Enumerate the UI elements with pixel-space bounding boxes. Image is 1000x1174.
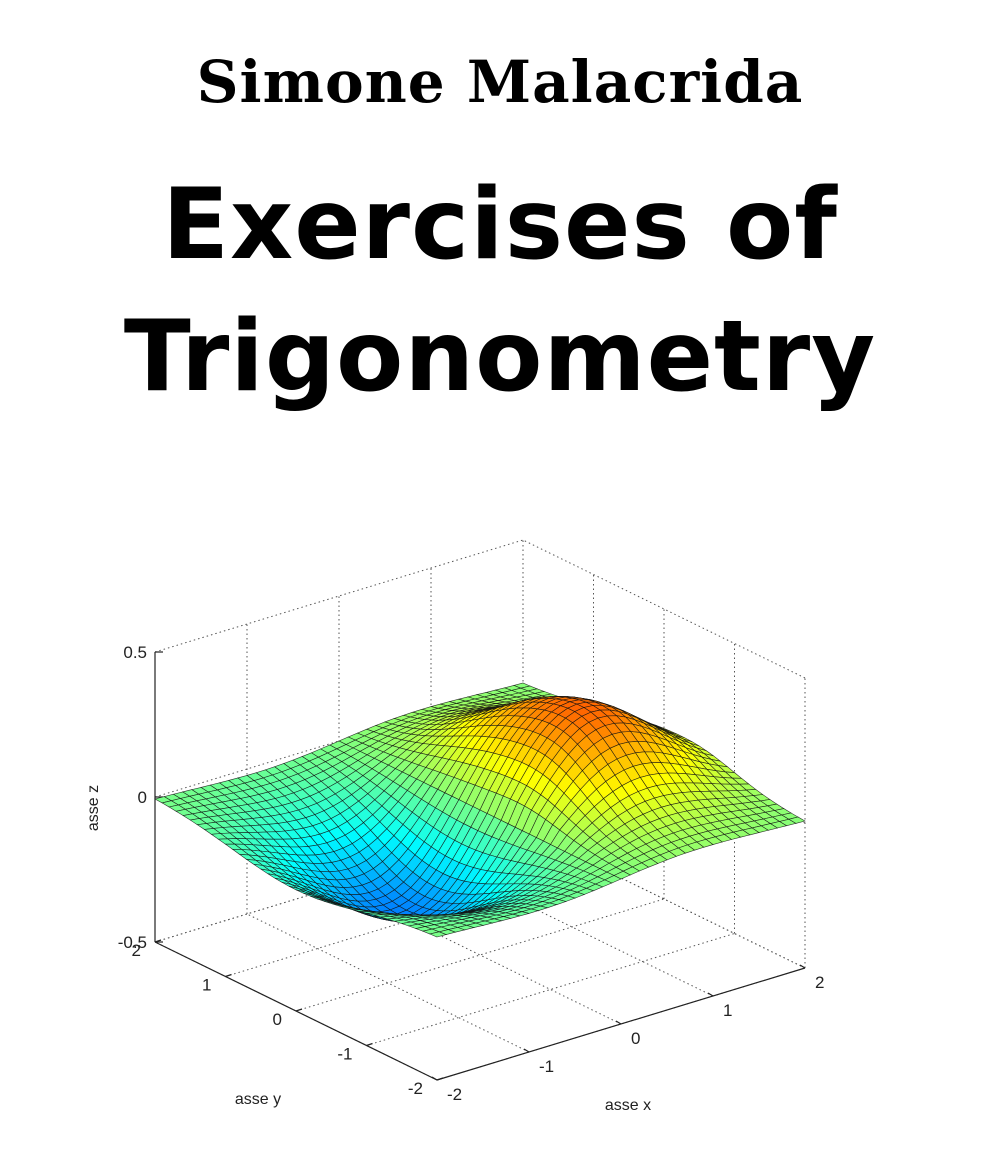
x-tick-label: -1 [539,1057,554,1076]
floor-gridline [366,933,735,1046]
x-tick-label: 0 [631,1029,640,1048]
wall-gridline [154,539,524,653]
y-tick-label: -1 [337,1045,352,1064]
x-tick-mark [615,1020,622,1025]
z-tick-label: -0.5 [118,933,147,952]
y-tick-label: 0 [273,1010,282,1029]
x-tick-mark [523,1048,530,1053]
book-title-line-1: Exercises of [162,168,838,282]
x-tick-mark [707,992,714,997]
surface-mesh [154,682,806,938]
plot-labels: -0.5 0 0.5 -2 -1 0 1 2 -2 -1 0 1 2 asse z asse y asse x [85,643,824,1114]
y-tick-mark [295,1008,303,1012]
z-axis-label: asse z [85,785,102,831]
surface-facet [428,931,448,938]
wall-gridline [522,539,806,679]
floor-gridline [246,913,530,1053]
y-tick-mark [154,939,162,943]
x-tick-mark [431,1076,438,1081]
author-name: Simone Malacrida [196,48,804,116]
x-tick-mark [799,964,806,969]
plot-axes [154,651,806,1081]
y-tick-mark [366,1042,373,1047]
y-tick-mark [225,973,232,978]
x-tick-label: 2 [815,973,824,992]
z-tick-label: 0.5 [123,643,147,662]
y-tick-label: -2 [408,1079,423,1098]
y-axis-label: asse y [235,1091,281,1108]
x-tick-label: 1 [723,1001,732,1020]
y-tick-label: 1 [202,976,211,995]
book-title-line-2: Trigonometry [123,300,877,414]
x-tick-label: -2 [447,1085,462,1104]
y-tick-mark [436,1077,444,1081]
z-tick-label: 0 [138,788,147,807]
x-axis-label: asse x [605,1097,651,1114]
floor-gridline [295,898,665,1012]
y-tick-label: 2 [132,941,141,960]
